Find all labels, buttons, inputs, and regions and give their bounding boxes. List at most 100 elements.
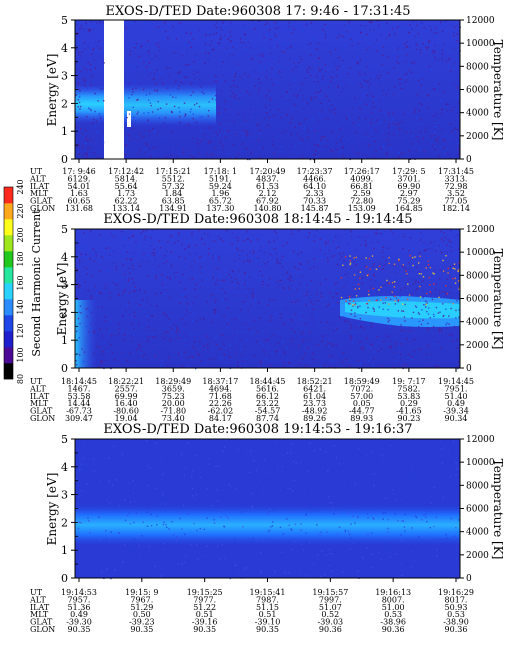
orbit-cell: 17:26:17 bbox=[344, 167, 380, 176]
orbit-cell: 51.15 bbox=[256, 603, 279, 612]
orbit-cell: 17:29: 5 bbox=[392, 167, 425, 176]
orbit-cell: 7967. bbox=[130, 595, 153, 604]
orbit-row-label: ILAT bbox=[30, 603, 50, 612]
panel-3-plot bbox=[74, 438, 461, 580]
orbit-cell: 63.85 bbox=[162, 197, 185, 206]
orbit-cell: 19:16:13 bbox=[375, 588, 411, 597]
orbit-cell: 75.29 bbox=[397, 197, 420, 206]
orbit-cell: 2.97 bbox=[400, 189, 418, 198]
colorbar-cell bbox=[4, 315, 13, 332]
colorbar-tick-label: 200 bbox=[16, 227, 25, 242]
orbit-cell: 69.90 bbox=[397, 182, 420, 191]
orbit-cell: 90.35 bbox=[193, 625, 216, 634]
orbit-cell: 18:22:21 bbox=[108, 377, 144, 386]
panel-2-y2tick-label: 6000 bbox=[466, 295, 489, 305]
orbit-cell: 19.04 bbox=[115, 414, 138, 423]
orbit-row-label: MLT bbox=[30, 610, 49, 619]
orbit-cell: -39.03 bbox=[318, 618, 344, 627]
panel-1-band-right bbox=[124, 84, 216, 126]
panel-2-y2tick-label: 10000 bbox=[466, 248, 495, 258]
panel-2: EXOS-D/TED Date:960308 18:14:45 - 19:14:… bbox=[29, 212, 505, 423]
orbit-cell: 87.74 bbox=[256, 414, 279, 423]
panel-1-bright-spike bbox=[127, 111, 131, 127]
panel-3-ylabel: Energy [eV] bbox=[45, 473, 59, 546]
orbit-cell: 19:15:57 bbox=[312, 588, 348, 597]
panel-1-ytick-label: 1 bbox=[61, 125, 68, 138]
panel-1-ylabel-right: Temperature [K] bbox=[491, 40, 505, 141]
orbit-row-label: ILAT bbox=[30, 182, 50, 191]
orbit-cell: 66.12 bbox=[256, 392, 279, 401]
panel-1-noise bbox=[75, 20, 461, 161]
orbit-cell: 54.01 bbox=[68, 182, 91, 191]
orbit-cell: 1.84 bbox=[164, 189, 182, 198]
orbit-cell: -38.90 bbox=[443, 618, 469, 627]
orbit-cell: 19:16:29 bbox=[438, 588, 474, 597]
orbit-row-label: UT bbox=[30, 377, 43, 386]
orbit-cell: 7072. bbox=[350, 384, 373, 393]
panel-1-y2tick-label: 8000 bbox=[466, 62, 489, 72]
orbit-cell: 7977. bbox=[193, 595, 216, 604]
orbit-row-label: ALT bbox=[29, 174, 46, 183]
orbit-row-label: UT bbox=[30, 167, 43, 176]
orbit-cell: 90.36 bbox=[445, 625, 468, 634]
panel-2-y2tick-label: 12000 bbox=[466, 225, 495, 235]
orbit-cell: 0.05 bbox=[353, 399, 371, 408]
panel-3: EXOS-D/TED Date:960308 19:14:53 - 19:16:… bbox=[29, 422, 505, 634]
orbit-row-label: ALT bbox=[29, 595, 46, 604]
orbit-cell: 4837. bbox=[256, 174, 279, 183]
orbit-cell: 18:14:45 bbox=[61, 377, 97, 386]
panel-2-left-enhancement bbox=[75, 300, 97, 368]
panel-3-y2tick-label: 8000 bbox=[466, 481, 489, 491]
panel-2-ylabel: Energy [eV] bbox=[55, 263, 69, 336]
orbit-cell: 19:15: 9 bbox=[125, 588, 158, 597]
orbit-cell: 2.59 bbox=[353, 189, 371, 198]
panel-3-ytick-label: 1 bbox=[61, 544, 68, 557]
colorbar-tick-label: 160 bbox=[16, 275, 25, 290]
orbit-cell: 72.98 bbox=[445, 182, 468, 191]
orbit-cell: 22.26 bbox=[209, 399, 232, 408]
orbit-cell: 5512. bbox=[162, 174, 185, 183]
orbit-cell: 0.51 bbox=[259, 610, 277, 619]
orbit-cell: 182.14 bbox=[442, 204, 470, 213]
colorbar-tick-label: 100 bbox=[16, 347, 25, 362]
colorbar-cell bbox=[4, 299, 13, 316]
orbit-cell: 23.22 bbox=[256, 399, 279, 408]
panel-3-ytick-label: 3 bbox=[61, 489, 68, 502]
colorbar-tick-label: 240 bbox=[16, 179, 25, 194]
panel-1: EXOS-D/TED Date:960308 17: 9:46 - 17:31:… bbox=[29, 4, 505, 213]
colorbar-label: Second Harmonic Current bbox=[30, 209, 43, 357]
orbit-cell: 2.33 bbox=[306, 189, 324, 198]
orbit-cell: 60.65 bbox=[68, 197, 91, 206]
orbit-cell: 65.72 bbox=[209, 197, 232, 206]
orbit-row-label: GLAT bbox=[30, 618, 53, 627]
orbit-cell: 4694. bbox=[209, 384, 232, 393]
orbit-cell: 57.00 bbox=[350, 392, 373, 401]
orbit-row-label: GLON bbox=[30, 204, 55, 213]
colorbar-cell bbox=[4, 235, 13, 252]
orbit-cell: 51.40 bbox=[445, 392, 468, 401]
panel-1-title: EXOS-D/TED Date:960308 17: 9:46 - 17:31:… bbox=[105, 4, 410, 19]
panel-1-band-left bbox=[75, 85, 104, 123]
orbit-cell: 62.22 bbox=[115, 197, 138, 206]
orbit-cell: 51.36 bbox=[68, 603, 91, 612]
orbit-cell: 0.50 bbox=[133, 610, 151, 619]
panel-1-ytick-label: 3 bbox=[61, 70, 68, 83]
orbit-cell: 1467. bbox=[68, 384, 91, 393]
orbit-cell: 61.53 bbox=[256, 182, 279, 191]
orbit-cell: 90.34 bbox=[445, 414, 468, 423]
panel-3-ytick-label: 0 bbox=[61, 572, 68, 585]
orbit-cell: 0.51 bbox=[196, 610, 214, 619]
colorbar-cell bbox=[4, 187, 13, 204]
orbit-cell: 164.85 bbox=[395, 204, 423, 213]
panel-3-ytick-label: 2 bbox=[61, 516, 68, 529]
panel-3-y2tick-label: 0 bbox=[466, 574, 472, 584]
orbit-cell: 75.23 bbox=[162, 392, 185, 401]
orbit-cell: 5191. bbox=[209, 174, 232, 183]
orbit-cell: 19:15:25 bbox=[187, 588, 223, 597]
orbit-cell: 64.10 bbox=[303, 182, 326, 191]
orbit-cell: -39.34 bbox=[443, 407, 469, 416]
orbit-row-label: MLT bbox=[30, 399, 49, 408]
panel-3-ytick-label: 4 bbox=[61, 461, 68, 474]
orbit-cell: 71.68 bbox=[209, 392, 232, 401]
orbit-cell: 20.00 bbox=[162, 399, 185, 408]
